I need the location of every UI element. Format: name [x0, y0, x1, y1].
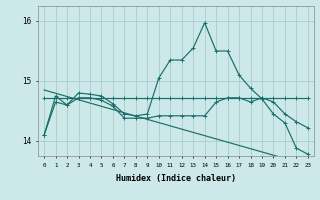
X-axis label: Humidex (Indice chaleur): Humidex (Indice chaleur) [116, 174, 236, 183]
